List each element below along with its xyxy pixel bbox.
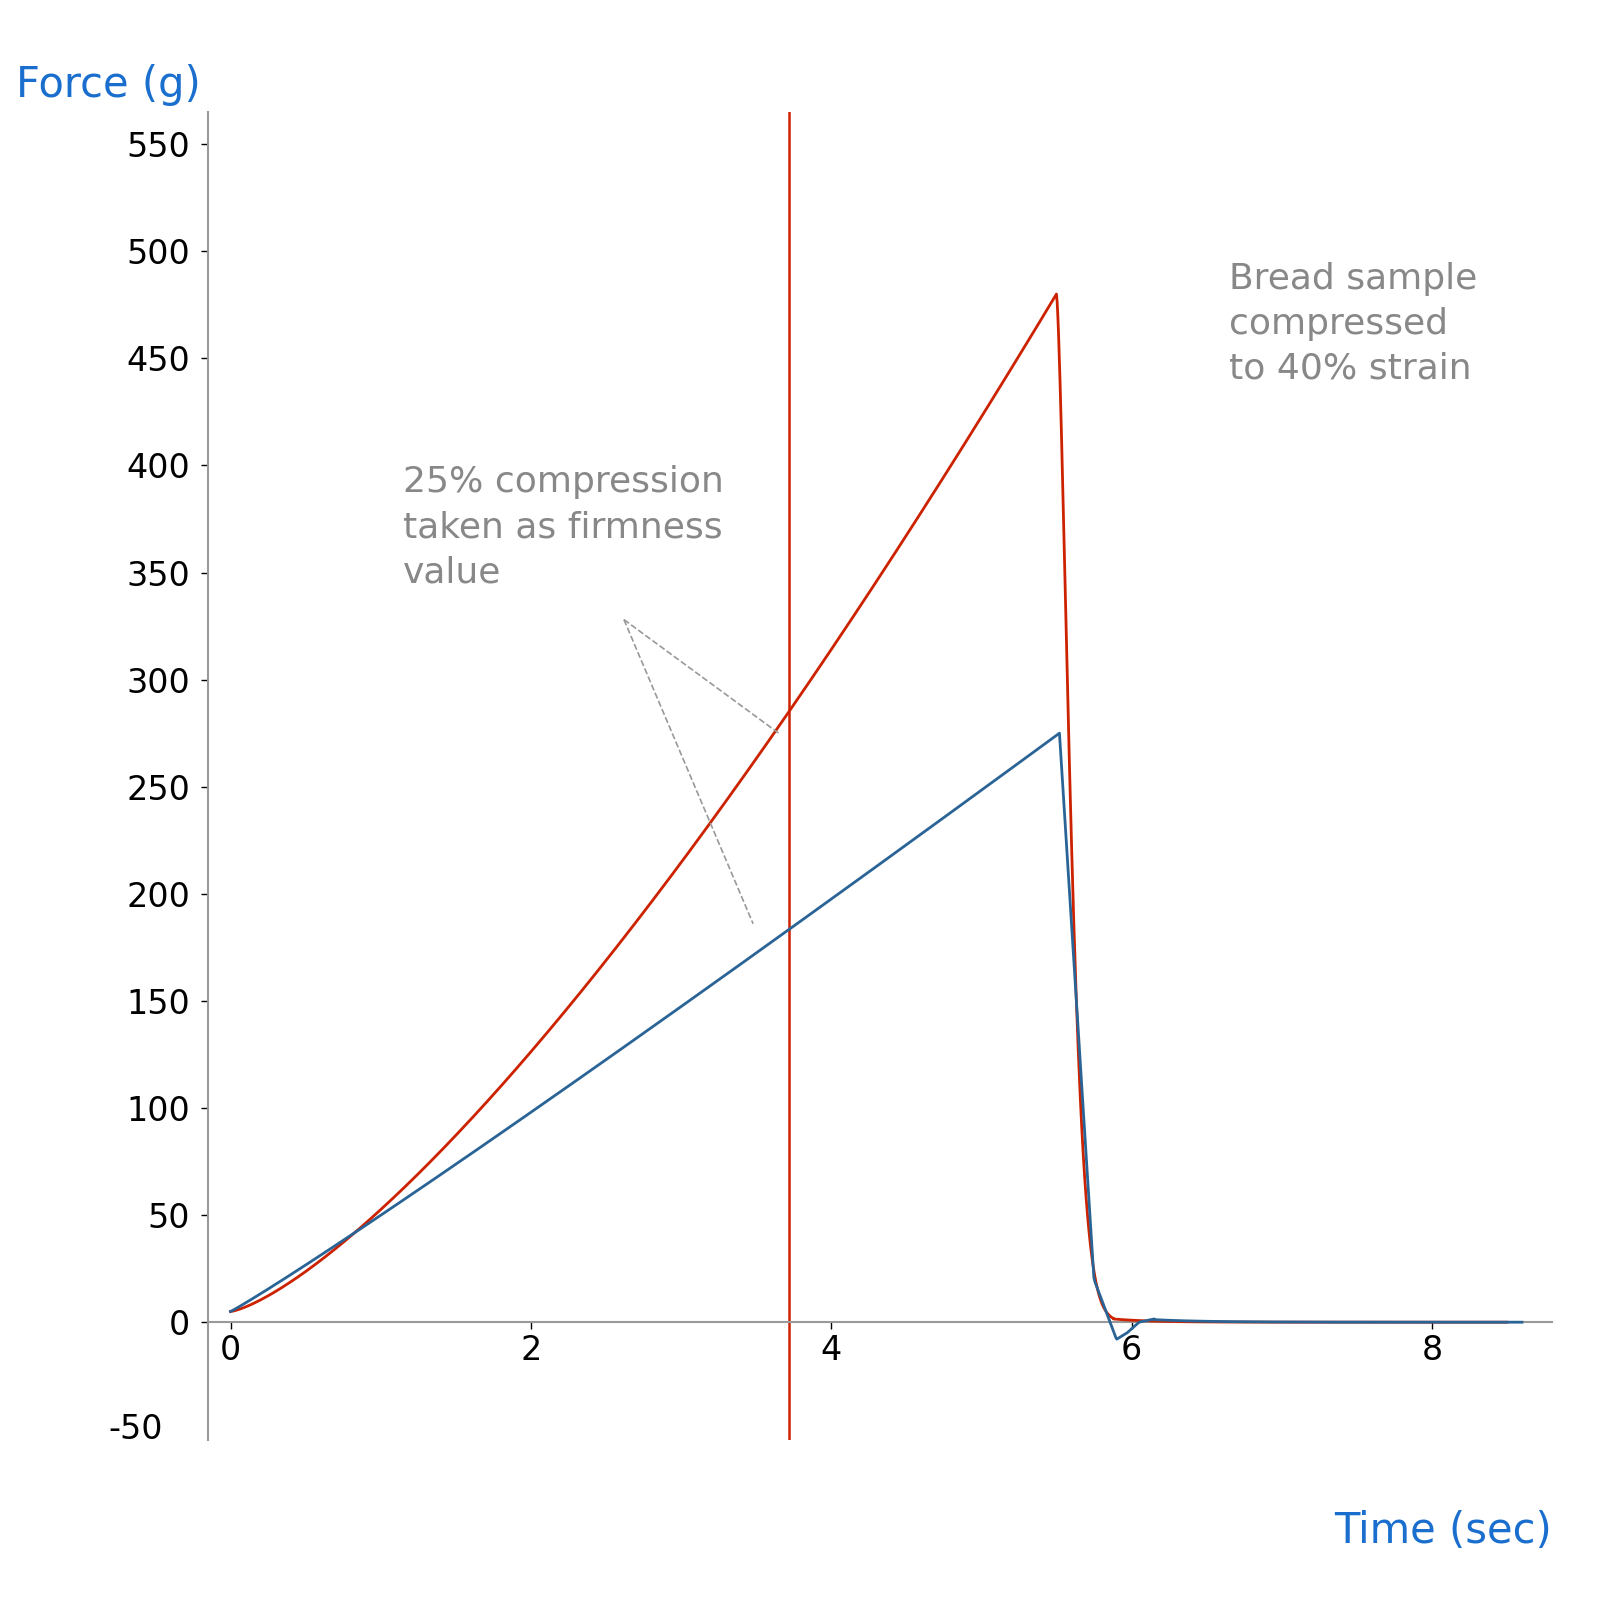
Text: Bread sample
compressed
to 40% strain: Bread sample compressed to 40% strain	[1229, 262, 1477, 386]
Text: Force (g): Force (g)	[16, 64, 200, 106]
Text: Time (sec): Time (sec)	[1334, 1510, 1552, 1552]
Text: -50: -50	[109, 1413, 163, 1446]
Text: 25% compression
taken as firmness
value: 25% compression taken as firmness value	[403, 466, 725, 589]
